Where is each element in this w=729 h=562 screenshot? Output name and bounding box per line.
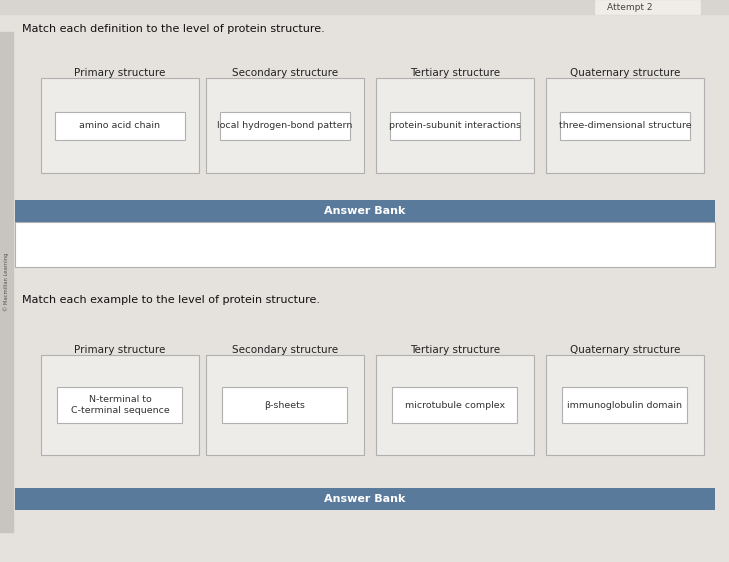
Bar xyxy=(392,387,518,423)
Text: Secondary structure: Secondary structure xyxy=(232,68,338,78)
Bar xyxy=(376,78,534,173)
Text: microtubule complex: microtubule complex xyxy=(405,401,505,410)
Text: β-sheets: β-sheets xyxy=(265,401,305,410)
Bar xyxy=(560,111,690,139)
Text: Answer Bank: Answer Bank xyxy=(324,206,405,216)
Text: local hydrogen-bond pattern: local hydrogen-bond pattern xyxy=(217,121,353,130)
Bar xyxy=(546,355,704,455)
Text: Quaternary structure: Quaternary structure xyxy=(570,345,680,355)
Text: © Macmillan Learning: © Macmillan Learning xyxy=(4,253,9,311)
Bar xyxy=(376,355,534,455)
Bar xyxy=(206,355,364,455)
Bar xyxy=(0,0,729,14)
Bar xyxy=(546,78,704,173)
Bar xyxy=(15,200,715,222)
Text: Match each definition to the level of protein structure.: Match each definition to the level of pr… xyxy=(22,24,324,34)
Bar xyxy=(58,387,182,423)
Bar xyxy=(390,111,520,139)
Bar xyxy=(563,387,687,423)
Bar xyxy=(0,32,13,532)
Text: protein-subunit interactions: protein-subunit interactions xyxy=(389,121,521,130)
Bar xyxy=(15,222,715,267)
Text: N-terminal to
C-terminal sequence: N-terminal to C-terminal sequence xyxy=(71,395,169,415)
Text: Tertiary structure: Tertiary structure xyxy=(410,68,500,78)
Bar xyxy=(41,78,199,173)
Text: Quaternary structure: Quaternary structure xyxy=(570,68,680,78)
Text: Primary structure: Primary structure xyxy=(74,345,165,355)
Text: Secondary structure: Secondary structure xyxy=(232,345,338,355)
Bar xyxy=(595,0,700,14)
Bar xyxy=(220,111,350,139)
Text: three-dimensional structure: three-dimensional structure xyxy=(558,121,691,130)
Bar xyxy=(55,111,185,139)
Text: Match each example to the level of protein structure.: Match each example to the level of prote… xyxy=(22,295,320,305)
Text: Primary structure: Primary structure xyxy=(74,68,165,78)
Bar xyxy=(15,488,715,510)
Text: Answer Bank: Answer Bank xyxy=(324,494,405,504)
Text: Tertiary structure: Tertiary structure xyxy=(410,345,500,355)
Bar xyxy=(41,355,199,455)
Bar xyxy=(206,78,364,173)
Text: amino acid chain: amino acid chain xyxy=(79,121,160,130)
Text: immunoglobulin domain: immunoglobulin domain xyxy=(567,401,682,410)
Text: Attempt 2: Attempt 2 xyxy=(607,2,652,11)
Bar xyxy=(222,387,348,423)
